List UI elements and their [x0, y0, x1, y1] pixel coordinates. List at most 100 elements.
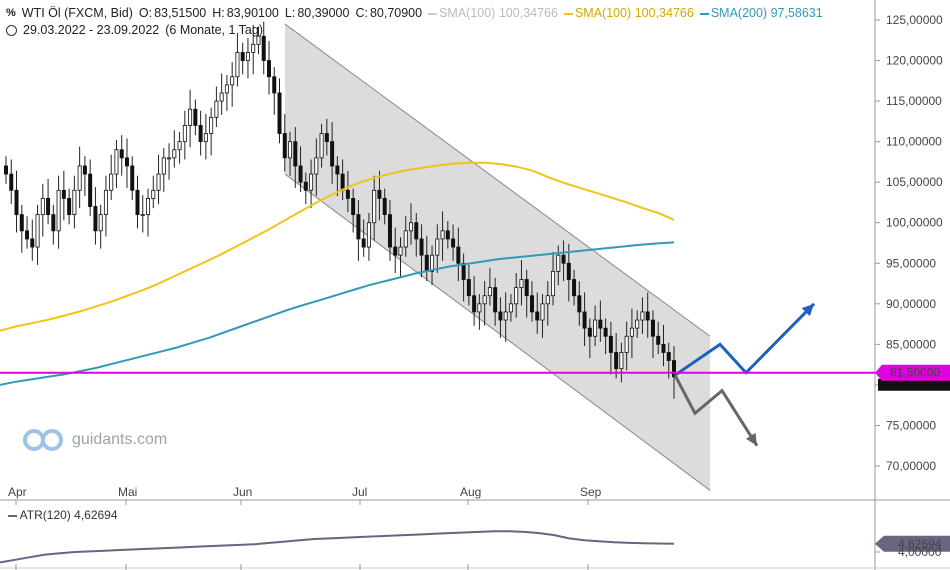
y-tick-label: 75,00000	[886, 418, 936, 432]
y-tick-label: 125,00000	[886, 13, 943, 27]
candle-body	[203, 133, 208, 143]
candle-body	[345, 189, 350, 199]
candle-body	[135, 189, 140, 216]
candle-body	[109, 173, 114, 191]
candle-body	[524, 279, 529, 297]
candle-body	[114, 149, 119, 175]
instrument-icon[interactable]: %	[6, 7, 16, 19]
candle-body	[456, 246, 461, 264]
sma-grey-swatch	[428, 12, 438, 15]
x-tick-label: Apr	[8, 485, 27, 499]
sma-grey-legend[interactable]: SMA(100) 100,34766	[428, 5, 558, 22]
candle-body	[466, 279, 471, 297]
candle-body	[656, 335, 661, 345]
candle-body	[172, 149, 177, 159]
candle-body	[472, 295, 477, 313]
candle-body	[577, 295, 582, 313]
legend-row-range: 29.03.2022 - 23.09.2022 (6 Monate, 1 Tag…	[6, 22, 823, 39]
sma-yellow-label: SMA(100)	[574, 6, 632, 20]
candle-body	[167, 157, 172, 160]
candle-body	[209, 116, 214, 134]
high-value: 83,90100	[226, 6, 279, 20]
candle-body	[146, 197, 151, 216]
candle-body	[666, 352, 671, 361]
candle-body	[277, 92, 282, 134]
y-tick-label: 100,00000	[886, 216, 943, 230]
sma-blue-label: SMA(200)	[710, 6, 768, 20]
candle-body	[335, 165, 340, 175]
candle-body	[266, 60, 271, 78]
open-label: O:	[138, 6, 153, 20]
candle-body	[535, 311, 540, 321]
candle-body	[156, 173, 161, 191]
atr-value-label: 4,62694	[898, 537, 942, 551]
atr-label[interactable]: ATR(120)	[19, 508, 71, 522]
last-price-flag	[878, 378, 950, 391]
candle-body	[451, 238, 456, 248]
candle-body	[182, 125, 187, 143]
candle-body	[403, 230, 408, 248]
date-range[interactable]: 29.03.2022 - 23.09.2022	[23, 23, 160, 37]
candle-body	[487, 287, 492, 297]
candle-body	[56, 189, 61, 232]
candle-body	[372, 189, 377, 224]
candle-body	[130, 165, 135, 191]
sma200-line	[0, 241, 675, 386]
candle-body	[619, 352, 624, 370]
price-marker-flag	[875, 364, 950, 381]
y-tick-label: 120,00000	[886, 54, 943, 68]
candle-body	[503, 311, 508, 321]
candle-body	[272, 76, 277, 94]
candle-body	[545, 295, 550, 305]
instrument-name[interactable]: WTI Öl (FXCM, Bid)	[21, 6, 133, 20]
sma-blue-legend[interactable]: SMA(200) 97,58631	[699, 5, 823, 22]
candle-body	[608, 335, 613, 353]
candle-body	[661, 343, 666, 353]
close-label: C:	[355, 6, 368, 20]
candle-body	[98, 214, 103, 232]
sma-grey-label: SMA(100)	[439, 6, 496, 20]
candle-body	[540, 303, 545, 321]
projection-up-arrowhead	[801, 303, 814, 317]
candle-body	[35, 214, 40, 248]
candle-body	[529, 295, 534, 313]
candle-body	[493, 287, 498, 313]
candle-body	[424, 254, 429, 272]
candle-body	[61, 189, 66, 199]
candle-body	[514, 287, 519, 305]
candle-body	[256, 35, 261, 45]
candle-body	[251, 43, 256, 53]
atr-value-flag	[875, 535, 950, 552]
candle-body	[319, 133, 324, 159]
y-tick-label: 115,00000	[886, 94, 942, 108]
projection-up-line	[674, 302, 816, 377]
candle-body	[151, 189, 156, 199]
candle-body	[46, 197, 51, 216]
candle-body	[161, 157, 166, 175]
candle-body	[119, 149, 124, 159]
candle-body	[482, 295, 487, 305]
candle-body	[314, 157, 319, 175]
x-tick-label: Sep	[580, 485, 602, 499]
sma-yellow-legend[interactable]: SMA(100) 100,34766	[563, 5, 694, 22]
candle-body	[67, 197, 72, 216]
clock-icon[interactable]	[6, 25, 17, 36]
candle-body	[177, 141, 182, 151]
candle-body	[214, 100, 219, 118]
x-tick-label: Mai	[118, 485, 137, 499]
candle-body	[387, 214, 392, 248]
candle-body	[461, 262, 466, 280]
candle-body	[88, 173, 93, 207]
low-label: L:	[284, 6, 296, 20]
candle-body	[140, 214, 145, 217]
candle-body	[103, 189, 108, 216]
candle-body	[351, 197, 356, 216]
candle-body	[298, 165, 303, 183]
y-tick-label: 90,00000	[886, 297, 936, 311]
candle-body	[650, 319, 655, 337]
channel-lower-line	[284, 173, 711, 491]
candle-body	[219, 92, 224, 102]
candle-body	[224, 84, 229, 94]
candle-body	[77, 165, 82, 191]
